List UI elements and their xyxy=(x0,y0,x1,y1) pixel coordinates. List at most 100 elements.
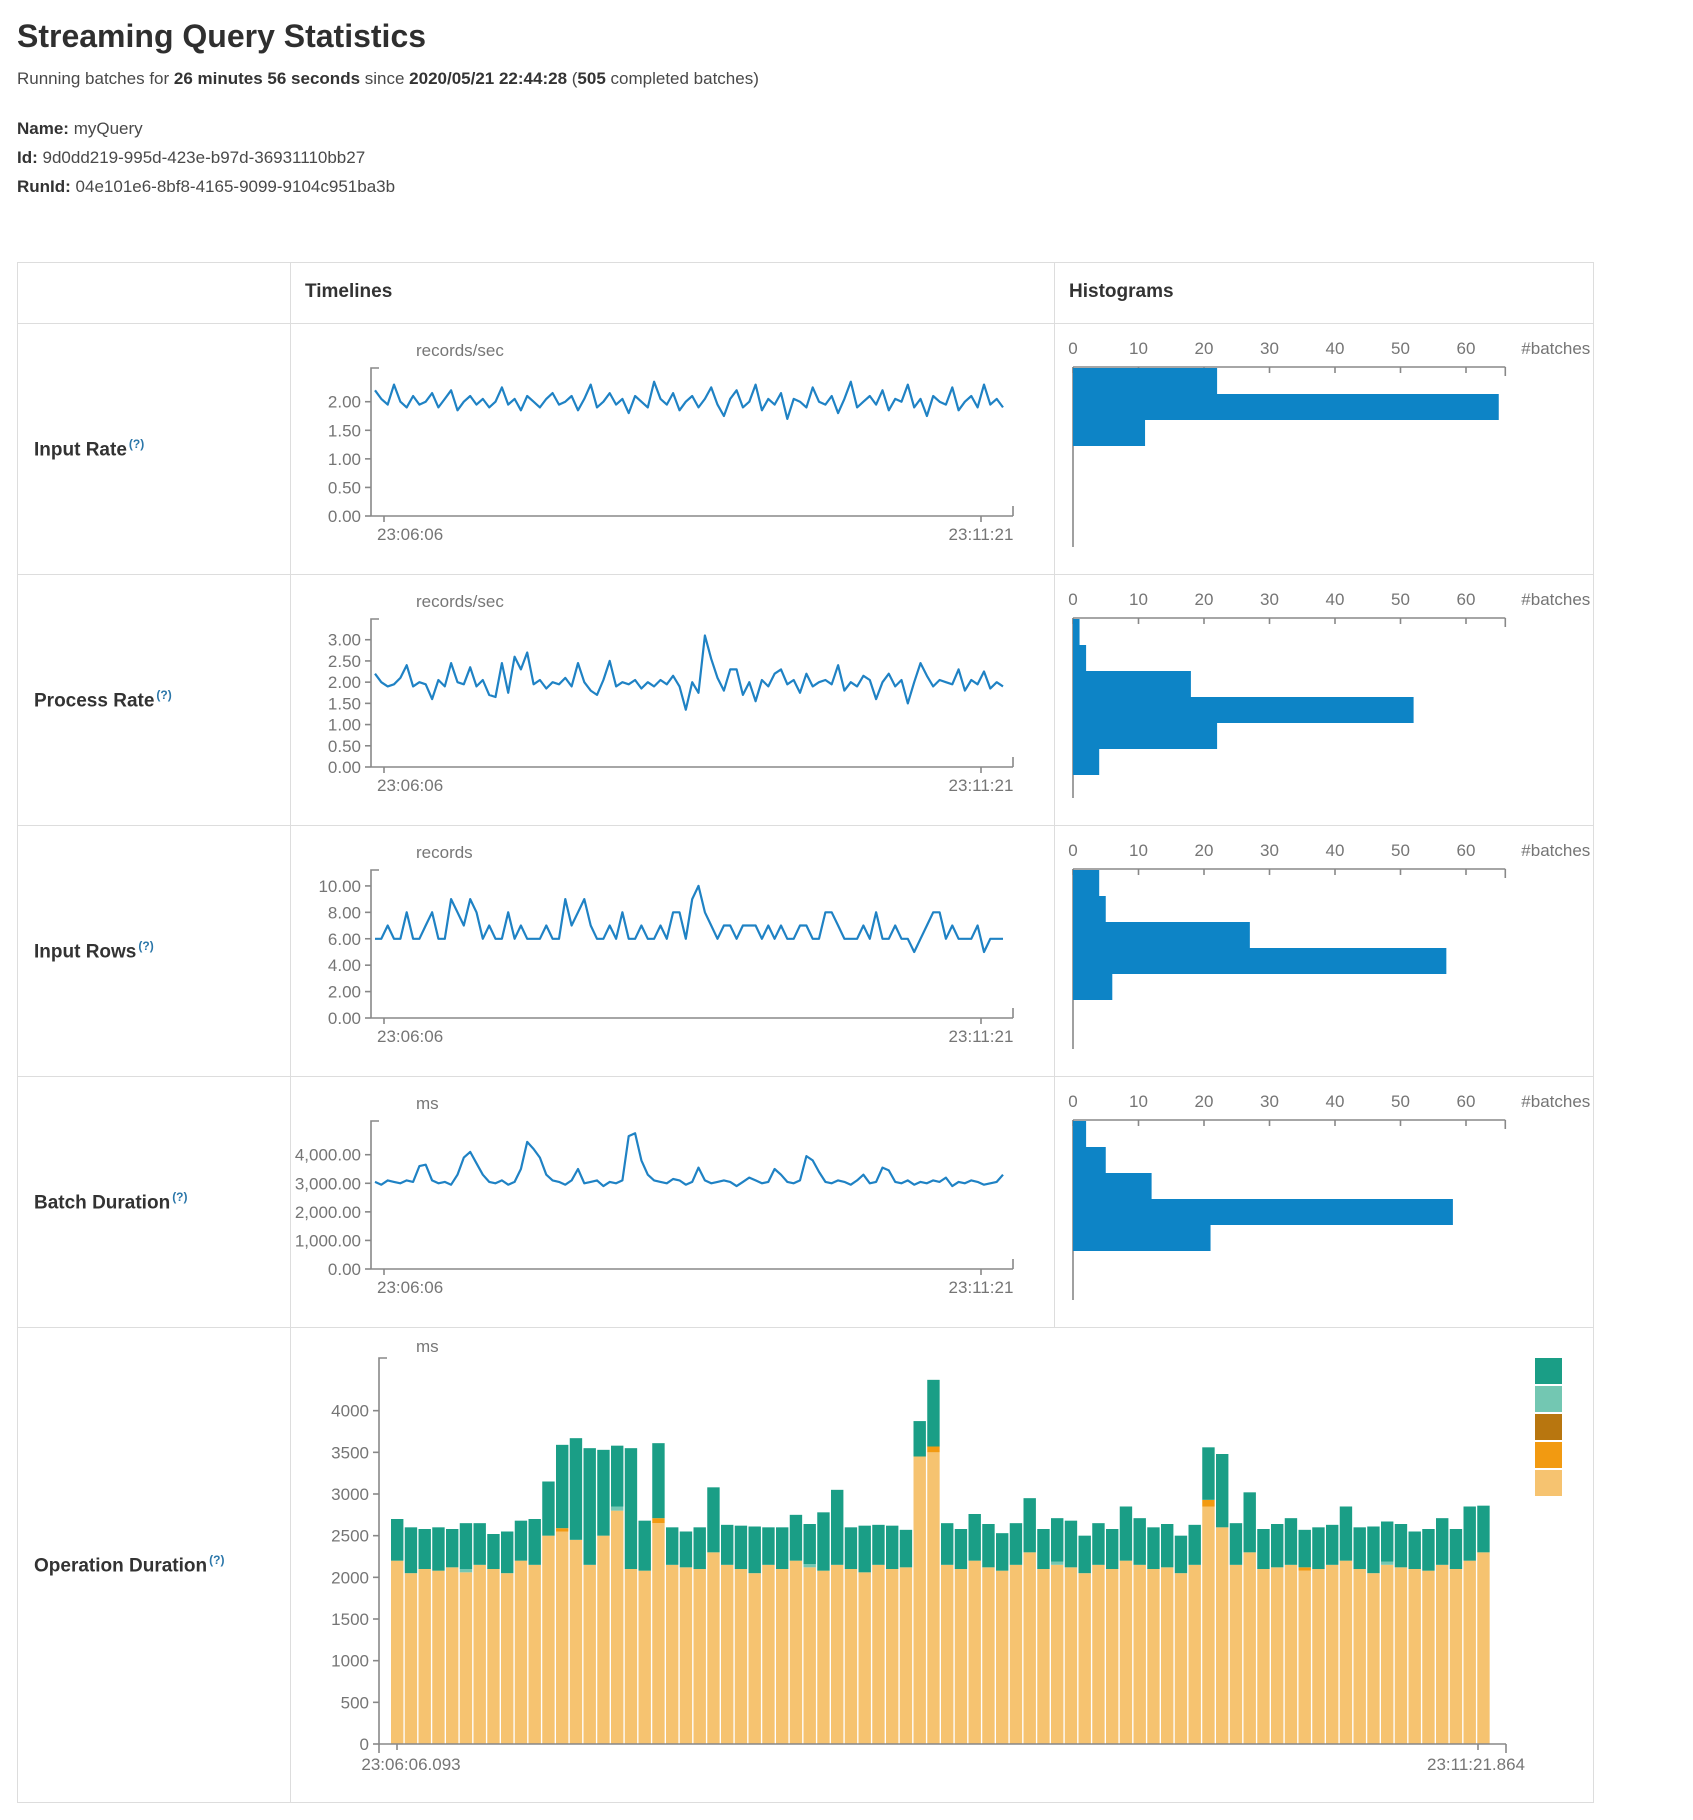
svg-text:0.00: 0.00 xyxy=(328,758,361,777)
svg-text:23:11:21: 23:11:21 xyxy=(949,525,1014,544)
paren-open: ( xyxy=(567,69,578,88)
svg-text:2.50: 2.50 xyxy=(328,652,361,671)
svg-text:0.50: 0.50 xyxy=(328,737,361,756)
svg-text:60: 60 xyxy=(1457,339,1476,358)
input-rows-histogram[interactable]: 0 10 20 30 40 50 60 #batches xyxy=(1055,826,1592,1076)
svg-text:23:06:06: 23:06:06 xyxy=(377,525,443,544)
operation-duration-help-icon[interactable]: (?) xyxy=(209,1552,225,1567)
legend-swatch-0 xyxy=(1535,1358,1562,1384)
batch-duration-label-text: Batch Duration xyxy=(34,1192,171,1214)
svg-text:records: records xyxy=(416,843,473,862)
histograms-header: Histograms xyxy=(1069,281,1174,302)
input-rows-timeline-chart[interactable]: records 10.00 8.00 6.00 4.00 2.00 0.00 23:06:06… xyxy=(291,826,1055,1076)
svg-text:40: 40 xyxy=(1326,1092,1345,1111)
svg-text:60: 60 xyxy=(1457,1092,1476,1111)
input-rows-help-icon[interactable]: (?) xyxy=(138,938,154,953)
svg-text:10: 10 xyxy=(1129,339,1148,358)
runid-label: RunId: xyxy=(17,177,76,196)
input-rate-histogram[interactable]: 0 10 20 30 40 50 60 #batches xyxy=(1055,324,1592,574)
svg-text:40: 40 xyxy=(1326,841,1345,860)
batch-duration-label: Batch Duration (?) xyxy=(34,1190,188,1214)
process-rate-help-icon[interactable]: (?) xyxy=(156,687,172,702)
svg-text:50: 50 xyxy=(1391,841,1410,860)
svg-text:23:06:06: 23:06:06 xyxy=(377,1278,443,1297)
running-prefix: Running batches for xyxy=(17,69,174,88)
svg-text:ms: ms xyxy=(416,1337,439,1356)
id-label: Id: xyxy=(17,148,43,167)
svg-text:4000: 4000 xyxy=(331,1402,369,1421)
svg-text:60: 60 xyxy=(1457,841,1476,860)
svg-text:23:06:06.093: 23:06:06.093 xyxy=(361,1755,460,1774)
svg-text:500: 500 xyxy=(341,1693,369,1712)
svg-text:30: 30 xyxy=(1260,1092,1279,1111)
svg-text:2000: 2000 xyxy=(331,1568,369,1587)
process-rate-row: Process Rate (?) records/sec 3.00 2.50 2.00 1… xyxy=(18,575,1593,826)
svg-text:8.00: 8.00 xyxy=(328,903,361,922)
page-header: Streaming Query Statistics Running batch… xyxy=(0,0,1693,197)
svg-text:1000: 1000 xyxy=(331,1652,369,1671)
id-value: 9d0dd219-995d-423e-b97d-36931110bb27 xyxy=(42,148,366,167)
legend-swatch-3 xyxy=(1535,1442,1562,1468)
completed-count: 505 xyxy=(577,69,606,88)
svg-text:0: 0 xyxy=(1068,590,1077,609)
page-title: Streaming Query Statistics xyxy=(17,18,427,54)
svg-text:#batches: #batches xyxy=(1521,590,1590,609)
process-rate-label: Process Rate (?) xyxy=(34,688,172,712)
svg-text:0.50: 0.50 xyxy=(328,478,361,497)
svg-text:30: 30 xyxy=(1260,590,1279,609)
svg-text:60: 60 xyxy=(1457,590,1476,609)
svg-text:4,000.00: 4,000.00 xyxy=(295,1146,361,1165)
process-rate-histogram[interactable]: 0 10 20 30 40 50 60 #batches xyxy=(1055,575,1592,825)
svg-text:23:11:21.864: 23:11:21.864 xyxy=(1427,1755,1525,1774)
input-rate-timeline-chart[interactable]: records/sec 2.00 1.50 1.00 0.50 0.00 23:06:06 2… xyxy=(291,324,1055,574)
since-word: since xyxy=(360,69,410,88)
svg-text:10: 10 xyxy=(1129,590,1148,609)
svg-text:23:11:21: 23:11:21 xyxy=(949,1278,1014,1297)
svg-text:ms: ms xyxy=(416,1094,439,1113)
batch-duration-timeline-chart[interactable]: ms 4,000.00 3,000.00 2,000.00 1,000.00 0.00 23… xyxy=(291,1077,1055,1327)
runid-value: 04e101e6-8bf8-4165-9099-9104c951ba3b xyxy=(75,177,396,196)
svg-text:0: 0 xyxy=(360,1735,369,1754)
svg-text:50: 50 xyxy=(1391,1092,1410,1111)
batch-duration-help-icon[interactable]: (?) xyxy=(172,1189,188,1204)
svg-text:3500: 3500 xyxy=(331,1443,369,1462)
svg-text:#batches: #batches xyxy=(1521,841,1590,860)
name-label: Name: xyxy=(17,119,74,138)
svg-text:#batches: #batches xyxy=(1521,339,1590,358)
batch-duration-histogram[interactable]: 0 10 20 30 40 50 60 #batches xyxy=(1055,1077,1592,1327)
svg-text:10: 10 xyxy=(1129,841,1148,860)
svg-text:0: 0 xyxy=(1068,339,1077,358)
start-time: 2020/05/21 22:44:28 xyxy=(409,69,568,88)
svg-text:0.00: 0.00 xyxy=(328,1009,361,1028)
input-rows-row: Input Rows (?) records 10.00 8.00 6.00 4.00 2.… xyxy=(18,826,1593,1077)
process-rate-timeline-chart[interactable]: records/sec 3.00 2.50 2.00 1.50 1.00 0.50 0.00 2… xyxy=(291,575,1055,825)
input-rate-help-icon[interactable]: (?) xyxy=(128,436,145,451)
svg-text:23:11:21: 23:11:21 xyxy=(949,776,1014,795)
svg-text:2.00: 2.00 xyxy=(328,393,361,412)
batch-duration-row: Batch Duration (?) ms 4,000.00 3,000.00 2,00… xyxy=(18,1077,1593,1328)
svg-text:10.00: 10.00 xyxy=(318,877,361,896)
svg-text:records/sec: records/sec xyxy=(416,592,504,611)
svg-text:6.00: 6.00 xyxy=(328,930,361,949)
table-header-row: Timelines Histograms xyxy=(18,263,1593,324)
query-id-line: Id: 9d0dd219-995d-423e-b97d-36931110bb27 xyxy=(17,148,1693,168)
svg-text:records/sec: records/sec xyxy=(416,341,504,360)
svg-text:40: 40 xyxy=(1326,590,1345,609)
svg-text:2500: 2500 xyxy=(331,1527,369,1546)
svg-text:23:06:06: 23:06:06 xyxy=(377,1027,443,1046)
legend-swatch-2 xyxy=(1535,1414,1562,1440)
svg-text:0: 0 xyxy=(1068,1092,1077,1111)
svg-text:0.00: 0.00 xyxy=(328,1260,361,1279)
input-rate-label: Input Rate (?) xyxy=(34,437,144,461)
svg-text:2,000.00: 2,000.00 xyxy=(295,1203,361,1222)
svg-text:#batches: #batches xyxy=(1521,1092,1590,1111)
operation-duration-stacked-chart[interactable]: ms 4000 3500 3000 2500 2000 1500 1000 500 023:06:… xyxy=(291,1328,1592,1802)
svg-text:1.50: 1.50 xyxy=(328,694,361,713)
input-rate-label-text: Input Rate xyxy=(34,439,127,461)
svg-text:30: 30 xyxy=(1260,841,1279,860)
svg-text:40: 40 xyxy=(1326,339,1345,358)
svg-text:1.00: 1.00 xyxy=(328,716,361,735)
header-empty-cell xyxy=(18,263,291,323)
svg-text:2.00: 2.00 xyxy=(328,983,361,1002)
legend-swatch-4 xyxy=(1535,1470,1562,1496)
